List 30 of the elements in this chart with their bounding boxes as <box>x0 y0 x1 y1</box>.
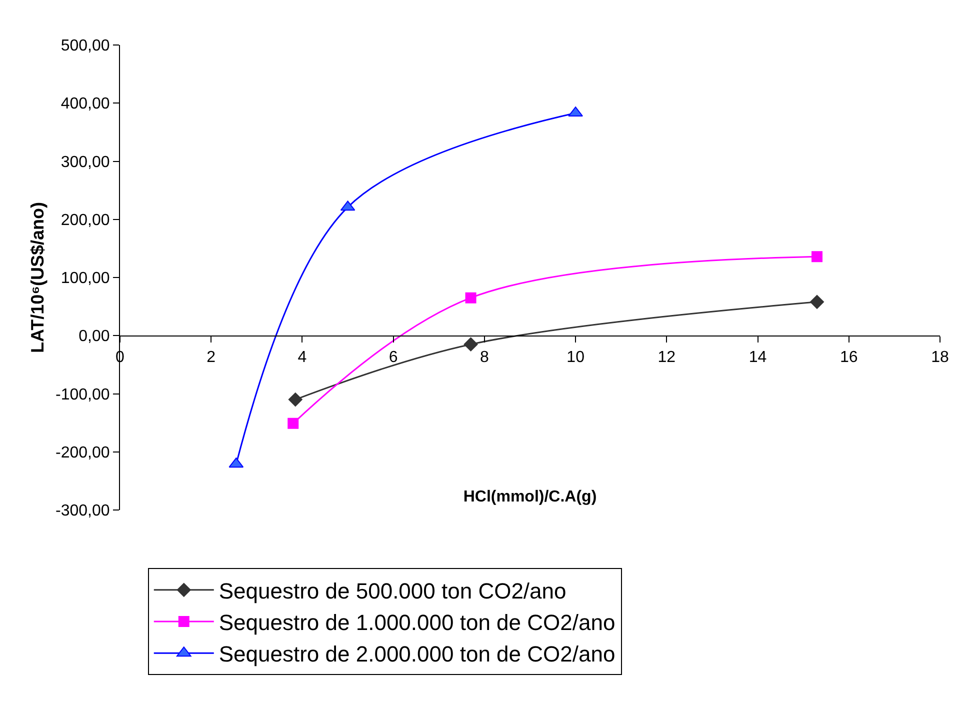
y-tick-label: 100,00 <box>60 270 110 288</box>
legend-label: Sequestro de 2.000.000 ton de CO2/ano <box>218 642 616 667</box>
y-axis-title: LAT/10⁶(US$/ano) <box>28 202 48 353</box>
x-axis-title: HCl(mmol)/C.A(g) <box>463 488 597 506</box>
y-tick-label: 300,00 <box>60 154 110 171</box>
x-tick-label: 14 <box>748 348 767 366</box>
point <box>568 106 583 117</box>
x-tick-label: 16 <box>840 348 858 366</box>
x-tick-label: 4 <box>298 348 307 366</box>
x-tick-label: 18 <box>931 348 949 366</box>
legend-label: Sequestro de 500.000 ton CO2/ano <box>218 578 566 604</box>
point <box>810 294 824 309</box>
legend-label: Sequestro de 1.000.000 ton de CO2/ano <box>218 610 616 636</box>
y-tick-label: -200,00 <box>56 444 110 462</box>
x-tick-label: 12 <box>658 348 676 366</box>
x-tick-label: 8 <box>480 348 489 366</box>
point <box>465 292 476 304</box>
point <box>464 337 478 352</box>
x-tick-label: 6 <box>388 348 398 366</box>
y-tick-label: -300,00 <box>56 502 110 520</box>
y-tick-label: 0,00 <box>78 328 110 346</box>
point <box>812 251 822 262</box>
point <box>288 418 299 429</box>
y-tick-label: -100,00 <box>56 386 110 404</box>
x-tick-label: 10 <box>566 348 585 366</box>
y-tick-label: 400,00 <box>60 96 110 113</box>
x-tick-label: 2 <box>206 348 216 366</box>
y-tick-label: 500,00 <box>60 38 110 55</box>
point <box>288 392 302 407</box>
y-tick-label: 200,00 <box>60 212 110 229</box>
